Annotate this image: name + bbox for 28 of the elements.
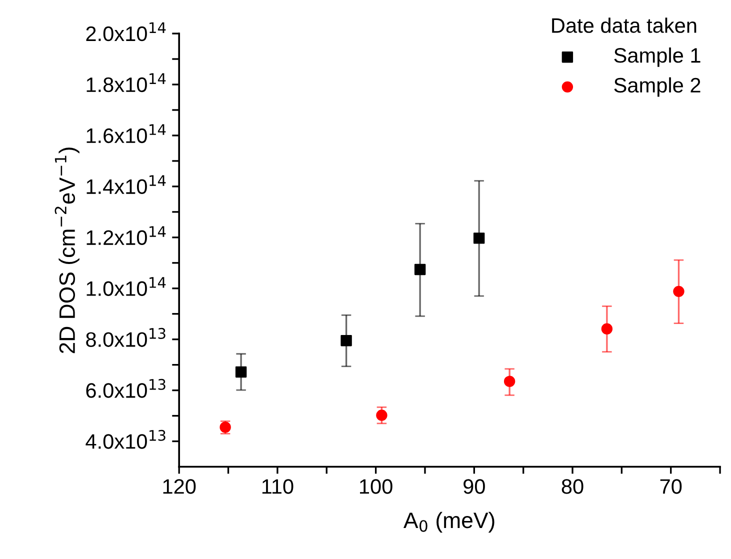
y-tick-label: 1.8x10$^{14}$ [86,73,166,92]
legend-title: Date data taken [552,18,696,33]
y-tick-label: 4.0x10$^{13}$ [86,430,166,449]
point [673,286,684,298]
point [504,376,516,387]
x-tick-label: 110 [262,479,294,494]
y-axis-title: 2D DOS (cm$^{−2}$eV$^{−1}$) [54,148,80,354]
point [601,323,613,335]
x-tick-label: 70 [660,479,682,494]
y-tick-label: 6.0x10$^{13}$ [86,378,166,398]
y-tick-label: 8.0x10$^{13}$ [86,328,166,347]
legend-label: Sample 2 [614,77,700,97]
x-tick-label: 80 [562,479,584,494]
y-tick-label: 2.0x10$^{14}$ [86,22,166,42]
x-tick-label: 100 [360,479,392,494]
point [340,335,352,346]
x-axis-title: A$_{0}$ (meV) [404,512,494,533]
y-tick-label: 1.4x10$^{14}$ [86,175,166,194]
point [414,264,426,276]
x-tick-label: 90 [464,479,485,494]
point [376,410,388,421]
y-tick-label: 1.0x10$^{14}$ [86,277,166,296]
point [473,232,485,244]
y-tick-label: 1.2x10$^{14}$ [86,226,166,246]
point [235,366,247,378]
x-tick-label: 120 [163,479,196,494]
legend-label: Sample 1 [614,47,700,67]
y-tick-label: 1.6x10$^{14}$ [86,124,166,144]
